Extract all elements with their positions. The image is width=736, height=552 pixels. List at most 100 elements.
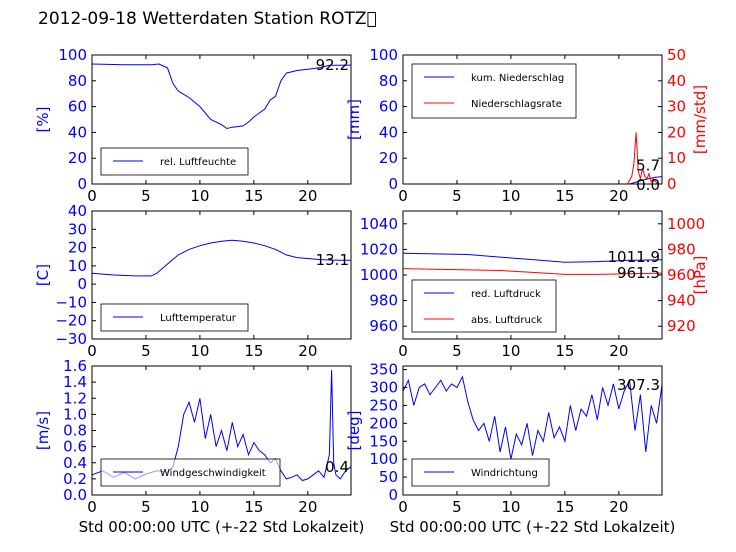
- y-tick-label: 0.0: [63, 486, 87, 504]
- legend-label: abs. Luftdruck: [471, 315, 542, 326]
- y-tick-label: 40: [379, 123, 398, 141]
- y-right-axis-label: [hPa]: [691, 256, 709, 295]
- y-tick-label: −10: [55, 293, 87, 311]
- series-line-0: [402, 375, 663, 460]
- x-tick-label: 5: [141, 498, 151, 516]
- last-value-label-1: 0.0: [636, 176, 660, 194]
- series-line-1: [402, 268, 663, 275]
- series-line-0: [91, 239, 351, 277]
- y-tick-label: 1.2: [63, 389, 87, 407]
- y-tick-label: 50: [379, 468, 398, 486]
- y-right-tick-label: 1000: [667, 215, 705, 233]
- y-tick-label: 80: [68, 72, 87, 90]
- wind-speed-panel: 0 5 10 15 200.00.20.40.60.81.01.21.41.6[m/s]…: [34, 357, 364, 536]
- x-tick-label: 15: [244, 498, 263, 516]
- y-tick-label: 60: [379, 98, 398, 116]
- x-tick-label: 5: [452, 342, 462, 360]
- legend-label: rel. Luftfeuchte: [160, 157, 236, 168]
- last-value-label-1: 961.5: [617, 264, 660, 282]
- x-tick-label: 20: [609, 187, 628, 205]
- y-tick-label: −30: [55, 330, 87, 348]
- y-axis-label: [C]: [34, 264, 52, 286]
- x-tick-label: 0: [87, 187, 97, 205]
- y-tick-label: 100: [369, 450, 398, 468]
- y-tick-label: 20: [68, 149, 87, 167]
- series-line-1: [403, 132, 662, 185]
- x-tick-label: 10: [501, 498, 520, 516]
- legend-label: Lufttemperatur: [160, 313, 237, 324]
- x-axis-label: Std 00:00:00 UTC (+-22 Std Lokalzeit): [390, 518, 676, 536]
- x-tick-label: 0: [87, 342, 97, 360]
- x-tick-label: 20: [298, 498, 317, 516]
- y-tick-label: 1.6: [63, 357, 87, 375]
- legend-box: [100, 458, 281, 487]
- y-tick-label: 1040: [360, 215, 398, 233]
- legend-box: [411, 63, 577, 119]
- y-axis-label: [deg]: [345, 411, 363, 451]
- y-right-tick-label: 30: [667, 98, 686, 116]
- x-tick-label: 0: [398, 498, 408, 516]
- x-axis-label: Std 00:00:00 UTC (+-22 Std Lokalzeit): [79, 518, 365, 536]
- y-tick-label: 20: [379, 149, 398, 167]
- x-tick-label: 5: [452, 498, 462, 516]
- legend-box: [411, 279, 557, 333]
- humidity-panel: 0 5 10 15 20 0 20 40 60 80 100 [%] rel. Luftfeuchte 9…: [34, 46, 352, 205]
- x-tick-label: 15: [244, 187, 263, 205]
- y-right-tick-label: 940: [667, 292, 696, 310]
- y-tick-label: 60: [68, 98, 87, 116]
- x-tick-label: 15: [555, 498, 574, 516]
- y-tick-label: 1.0: [63, 405, 87, 423]
- x-tick-label: 15: [244, 342, 263, 360]
- precipitation-panel: 0 5 10 15 20 0 20 40 60 80 100 0 10 20 30 40 50 [mm] [mm/s…: [345, 46, 709, 205]
- y-right-tick-label: 0: [667, 175, 677, 193]
- y-axis-label: [mm]: [345, 99, 363, 140]
- y-right-tick-label: 960: [667, 266, 696, 284]
- y-tick-label: 0: [388, 486, 398, 504]
- y-right-axis-label: [mm/std]: [691, 85, 709, 154]
- series-line-0: [402, 252, 663, 263]
- y-tick-label: 0: [77, 275, 87, 293]
- y-right-tick-label: 20: [667, 123, 686, 141]
- y-tick-label: 30: [68, 220, 87, 238]
- x-tick-label: 5: [452, 187, 462, 205]
- y-tick-label: 10: [68, 257, 87, 275]
- plot-frame: [402, 54, 663, 185]
- y-tick-label: 100: [58, 46, 87, 64]
- x-tick-label: 5: [141, 342, 151, 360]
- y-tick-label: 250: [369, 396, 398, 414]
- chart-title: 2012-09-18 Wetterdaten Station ROTZ : [38, 9, 377, 29]
- x-tick-label: 15: [555, 342, 574, 360]
- plot-frame: [91, 54, 352, 185]
- y-right-tick-label: 50: [667, 46, 686, 64]
- y-tick-label: 150: [369, 432, 398, 450]
- y-right-tick-label: 40: [667, 72, 686, 90]
- y-tick-label: 200: [369, 414, 398, 432]
- last-value-label: 0.4: [325, 458, 349, 476]
- x-tick-label: 15: [555, 187, 574, 205]
- y-tick-label: 0.4: [63, 454, 87, 472]
- x-tick-label: 10: [190, 498, 209, 516]
- plot-frame: [91, 210, 352, 340]
- legend-label: Windrichtung: [471, 468, 538, 479]
- y-axis-label: [%]: [34, 107, 52, 133]
- x-tick-label: 10: [501, 342, 520, 360]
- x-tick-label: 0: [87, 498, 97, 516]
- legend-label: red. Luftdruck: [471, 289, 541, 300]
- last-value-label: 92.2: [316, 56, 349, 74]
- x-tick-label: 20: [298, 342, 317, 360]
- x-tick-label: 10: [190, 187, 209, 205]
- y-axis-label: [m/s]: [34, 411, 52, 450]
- y-tick-label: 0.2: [63, 470, 87, 488]
- y-right-tick-label: 10: [667, 149, 686, 167]
- y-tick-label: 0: [388, 175, 398, 193]
- x-tick-label: 5: [141, 187, 151, 205]
- y-tick-label: 40: [68, 202, 87, 220]
- y-tick-label: 20: [68, 239, 87, 257]
- last-value-label: 13.1: [316, 251, 349, 269]
- y-tick-label: −20: [55, 312, 87, 330]
- x-tick-label: 10: [190, 342, 209, 360]
- x-tick-label: 0: [398, 187, 408, 205]
- y-tick-label: 40: [68, 123, 87, 141]
